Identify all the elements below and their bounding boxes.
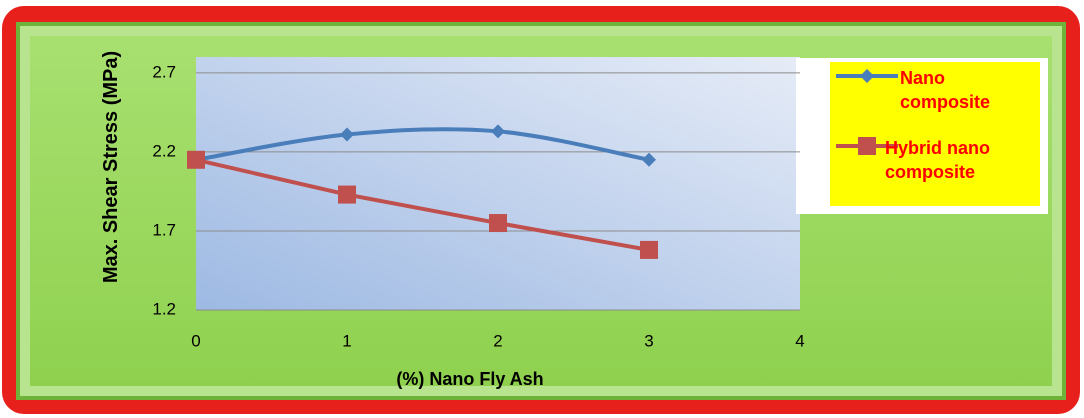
marker [340, 127, 354, 142]
marker [491, 124, 505, 139]
series-line [195, 127, 650, 162]
x-tick-label: 4 [795, 331, 804, 350]
legend-marker [858, 137, 876, 155]
y-tick-label: 2.7 [152, 62, 176, 81]
marker [640, 240, 658, 259]
marker [187, 150, 205, 169]
legend-label: Hybrid nano composite [885, 138, 991, 182]
marker [338, 185, 356, 204]
legend-fill [830, 62, 1040, 206]
x-tick-label: 3 [644, 331, 653, 350]
y-axis-label: Max. Shear Stress (MPa) [100, 50, 122, 284]
legend-marker [860, 69, 874, 83]
x-tick-label: 0 [191, 331, 200, 350]
x-tick-label: 2 [493, 331, 502, 350]
marker [642, 152, 656, 167]
legend-label: Nano composite [900, 68, 991, 112]
marker [489, 214, 507, 233]
series-line [195, 157, 650, 252]
y-tick-label: 1.2 [152, 299, 176, 318]
y-tick-label: 1.7 [152, 220, 176, 239]
plot-area [196, 57, 800, 310]
x-axis-label: (%) Nano Fly Ash [396, 369, 543, 389]
y-tick-label: 2.2 [152, 141, 176, 160]
x-tick-label: 1 [342, 331, 351, 350]
